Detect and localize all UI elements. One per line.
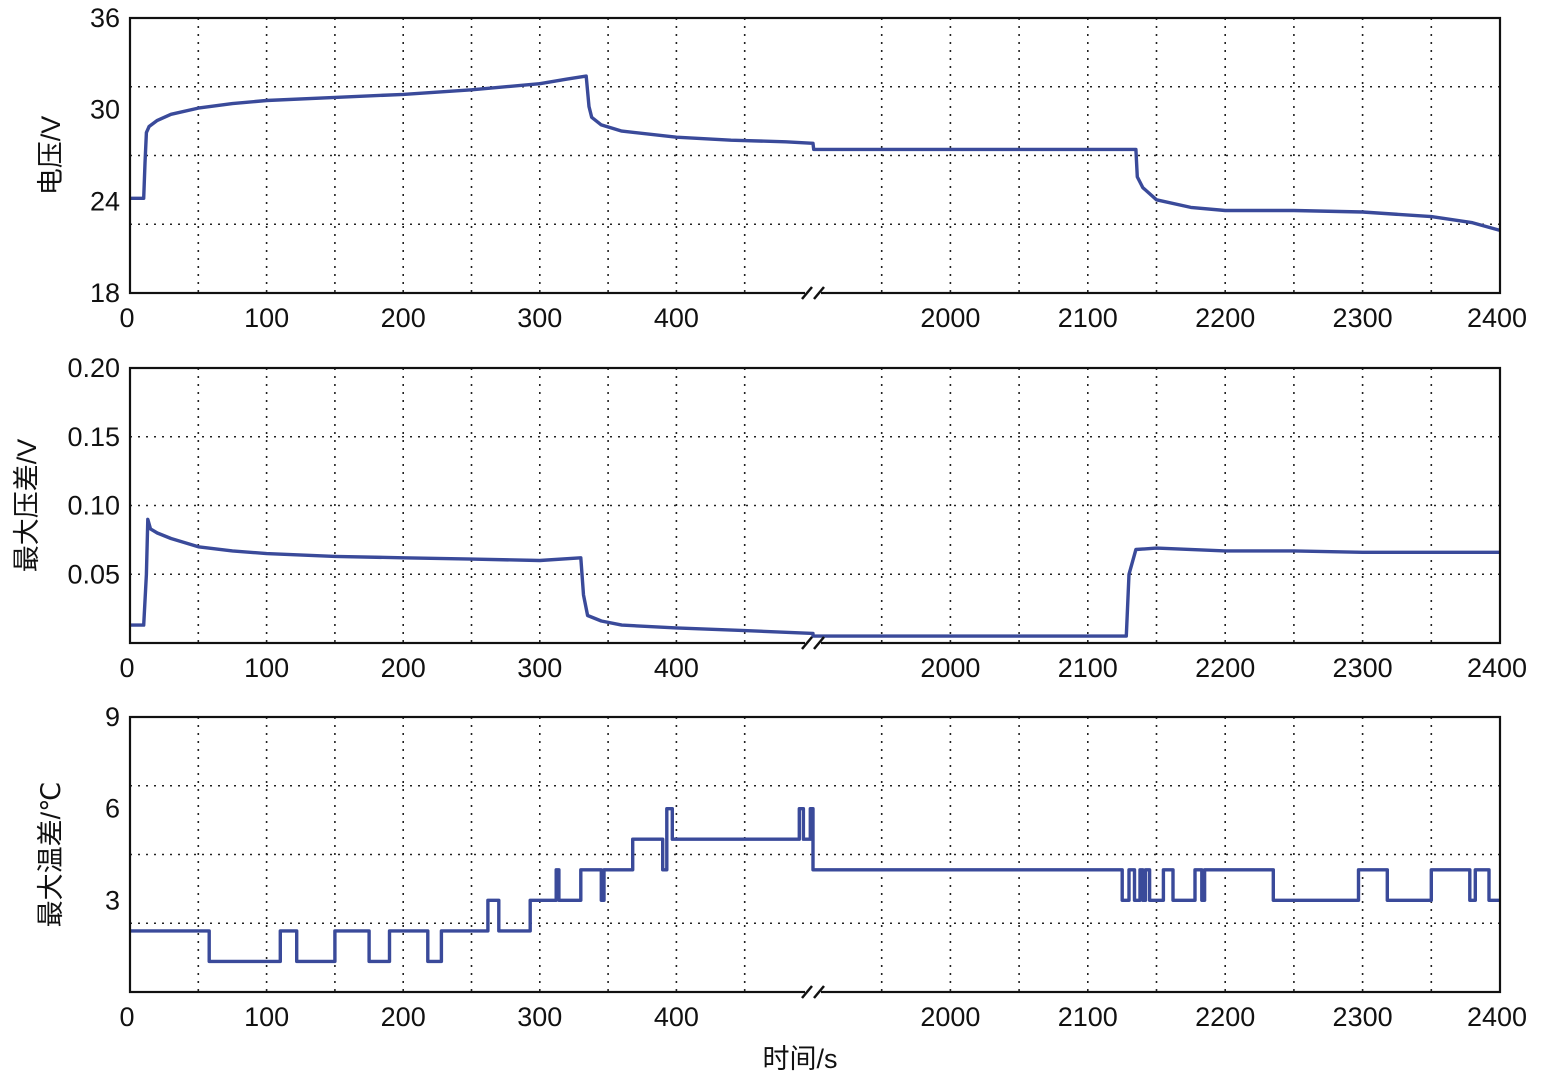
x-tick-label: 2300 (1333, 653, 1393, 683)
y-tick-label: 0.10 (67, 491, 120, 521)
y-axis-label: 最大温差/℃ (36, 782, 66, 928)
x-tick-label: 0 (119, 653, 134, 683)
y-tick-label: 0.15 (67, 422, 120, 452)
axis-break-mark (801, 985, 813, 999)
x-tick-label: 0 (119, 1002, 134, 1032)
x-tick-label: 0 (119, 303, 134, 333)
x-tick-label: 2400 (1467, 303, 1527, 333)
y-axis-label: 最大压差/V (12, 439, 42, 573)
x-tick-label: 2200 (1195, 1002, 1255, 1032)
axis-break-mark (801, 636, 813, 650)
x-tick-label: 2100 (1058, 303, 1118, 333)
x-tick-label: 2000 (920, 1002, 980, 1032)
x-axis-label: 时间/s (762, 1044, 837, 1074)
y-tick-label: 30 (90, 95, 120, 125)
x-tick-label: 2200 (1195, 303, 1255, 333)
x-tick-label: 2300 (1333, 1002, 1393, 1032)
y-tick-label: 18 (90, 278, 120, 308)
x-tick-label: 2000 (920, 303, 980, 333)
x-tick-label: 200 (381, 653, 426, 683)
axis-break-mark (801, 286, 813, 300)
series-line-1 (130, 517, 1500, 638)
axis-break-gap (805, 639, 821, 647)
x-tick-label: 2000 (920, 653, 980, 683)
axis-break-mark (813, 636, 825, 650)
x-tick-label: 100 (244, 653, 289, 683)
x-tick-label: 200 (381, 303, 426, 333)
x-tick-label: 100 (244, 303, 289, 333)
series-line-1 (130, 807, 1500, 964)
chart-panel-2: 0 100 200 300 400 2000 2100 2200 2300 2400 0.05 0.1… (12, 353, 1527, 683)
y-tick-label: 6 (105, 794, 120, 824)
x-tick-label: 2400 (1467, 1002, 1527, 1032)
axis-break-mark (813, 985, 825, 999)
x-tick-label: 200 (381, 1002, 426, 1032)
y-tick-label: 0.20 (67, 353, 120, 383)
axis-break-gap (805, 289, 821, 297)
x-tick-label: 2200 (1195, 653, 1255, 683)
x-tick-label: 2100 (1058, 1002, 1118, 1032)
x-tick-label: 100 (244, 1002, 289, 1032)
x-tick-label: 300 (517, 1002, 562, 1032)
axis-break-mark (813, 286, 825, 300)
x-tick-label: 2100 (1058, 653, 1118, 683)
chart-panel-3: 0 100 200 300 400 2000 2100 2200 2300 2400 3 6 9 最大温差… (36, 702, 1527, 1074)
y-tick-label: 9 (105, 702, 120, 732)
x-tick-label: 400 (654, 303, 699, 333)
x-tick-label: 2300 (1333, 303, 1393, 333)
x-tick-label: 400 (654, 653, 699, 683)
series-line-1 (130, 74, 1501, 233)
x-tick-label: 400 (654, 1002, 699, 1032)
x-tick-label: 2400 (1467, 653, 1527, 683)
y-axis-label: 电压/V (36, 116, 66, 196)
y-tick-label: 3 (105, 885, 120, 915)
y-tick-label: 24 (90, 186, 120, 216)
y-tick-label: 0.05 (67, 559, 120, 589)
x-tick-label: 300 (517, 653, 562, 683)
y-tick-label: 36 (90, 3, 120, 33)
axis-break-gap (805, 988, 821, 996)
x-tick-label: 300 (517, 303, 562, 333)
chart-panel-1: 0 100 200 300 400 2000 2100 2200 2300 2400 18 24 30 3… (36, 3, 1527, 333)
